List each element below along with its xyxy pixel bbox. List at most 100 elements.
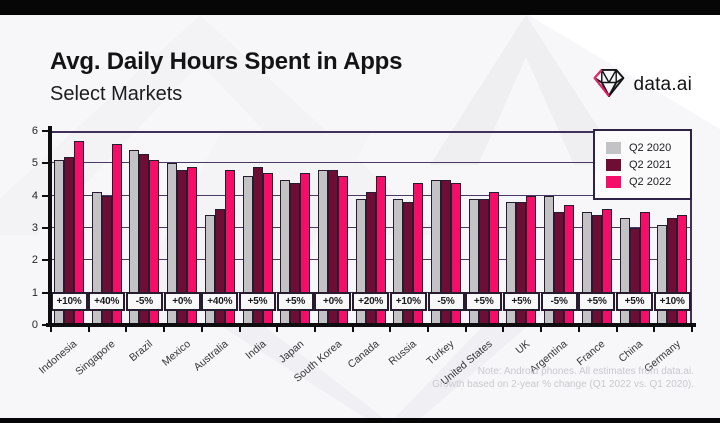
bar-q2-2022 xyxy=(601,208,612,325)
bar-q2-2022 xyxy=(488,192,499,325)
bar-q2-2020 xyxy=(355,198,366,325)
growth-label: +5% xyxy=(239,292,276,311)
x-tick xyxy=(690,327,693,332)
bar-q2-2021 xyxy=(365,192,376,325)
bar-q2-2021 xyxy=(667,218,678,325)
x-tick xyxy=(577,327,580,332)
growth-label: +0% xyxy=(163,292,201,311)
x-tick xyxy=(200,327,203,332)
y-axis-line xyxy=(48,126,52,327)
y-tick-label: 3 xyxy=(31,222,38,234)
y-tick-label: 5 xyxy=(31,157,38,170)
bar-q2-2020 xyxy=(468,198,479,325)
x-tick xyxy=(427,327,429,332)
bar-q2-2021 xyxy=(516,202,527,325)
y-tick-6 xyxy=(42,130,49,132)
y-tick-5 xyxy=(42,162,49,165)
growth-label: -5% xyxy=(427,292,465,311)
y-tick-label: 6 xyxy=(31,125,38,137)
bar-group-indonesia: +10% xyxy=(50,131,88,325)
bar-q2-2022 xyxy=(413,182,424,325)
x-tick xyxy=(502,327,505,332)
legend-swatch xyxy=(606,175,621,188)
bottom-letterbox-band xyxy=(0,418,720,423)
growth-label: +5% xyxy=(465,292,503,311)
growth-label: +20% xyxy=(352,292,390,311)
growth-label: -5% xyxy=(540,292,578,311)
bar-q2-2022 xyxy=(300,173,311,325)
bar-q2-2021 xyxy=(403,202,414,325)
bar-q2-2020 xyxy=(393,198,404,325)
growth-label: +40% xyxy=(201,292,239,311)
x-axis-label: Germany xyxy=(595,334,683,375)
bar-q2-2022 xyxy=(451,182,461,325)
growth-label: +10% xyxy=(50,292,88,311)
top-letterbox-band xyxy=(0,0,720,15)
legend-swatch xyxy=(606,141,621,154)
y-tick-0 xyxy=(42,324,49,326)
y-tick-1 xyxy=(42,291,49,294)
legend-swatch xyxy=(606,158,621,171)
x-tick xyxy=(87,327,90,332)
y-tick-2 xyxy=(42,259,49,262)
x-tick xyxy=(540,327,543,332)
x-tick xyxy=(276,327,279,332)
bar-q2-2020 xyxy=(242,176,253,325)
bar-q2-2020 xyxy=(129,150,140,325)
brand-logo: data.ai xyxy=(591,66,692,104)
bar-q2-2022 xyxy=(639,211,650,325)
x-tick xyxy=(125,327,128,332)
bar-group-singapore: +40% xyxy=(88,131,126,325)
bar-group-france: +5% xyxy=(578,131,616,325)
x-tick xyxy=(351,327,354,332)
growth-label: +5% xyxy=(502,292,540,311)
y-tick-label: 4 xyxy=(31,189,38,202)
growth-label: +10% xyxy=(653,292,691,311)
growth-label: +5% xyxy=(616,292,653,311)
y-tick-label: 1 xyxy=(31,286,38,299)
bar-q2-2020 xyxy=(167,163,178,325)
bar-q2-2020 xyxy=(619,218,630,325)
bar-q2-2022 xyxy=(149,160,160,325)
legend-label: Q2 2022 xyxy=(629,175,672,188)
x-tick xyxy=(464,327,467,332)
bar-q2-2022 xyxy=(526,195,537,325)
bar-q2-2020 xyxy=(544,195,555,325)
x-tick xyxy=(50,327,52,332)
x-tick xyxy=(163,327,166,332)
legend-item-q2-2022: Q2 2022 xyxy=(606,173,690,190)
bar-q2-2021 xyxy=(139,153,150,325)
footnote-line-2: Growth based on 2-year % change (Q1 2022… xyxy=(432,379,694,390)
bar-q2-2021 xyxy=(591,215,602,325)
bar-q2-2020 xyxy=(431,179,441,325)
bar-q2-2021 xyxy=(290,182,301,325)
bar-group-russia: +10% xyxy=(389,131,427,325)
bar-q2-2021 xyxy=(629,228,640,325)
bar-q2-2020 xyxy=(581,211,592,325)
plot-top-border xyxy=(50,131,692,133)
legend-label: Q2 2020 xyxy=(629,141,672,154)
bar-q2-2020 xyxy=(204,215,215,325)
growth-label: +40% xyxy=(88,292,126,311)
plot-right-border xyxy=(690,131,692,325)
x-axis-line xyxy=(46,323,696,327)
bar-group-united-states: +5% xyxy=(465,131,503,325)
bar-q2-2020 xyxy=(54,160,64,325)
bar-group-canada: +20% xyxy=(352,131,390,325)
legend-item-q2-2021: Q2 2021 xyxy=(606,156,690,173)
bar-group-australia: +40% xyxy=(201,131,239,325)
x-tick xyxy=(653,327,656,332)
x-tick xyxy=(615,327,618,332)
bar-q2-2022 xyxy=(337,176,348,325)
bar-q2-2022 xyxy=(111,143,122,325)
bar-group-germany: +10% xyxy=(653,131,691,325)
bar-group-mexico: +0% xyxy=(163,131,201,325)
bar-group-india: +5% xyxy=(239,131,276,325)
header: Avg. Daily Hours Spent in Apps Select Ma… xyxy=(50,48,402,106)
growth-label: +5% xyxy=(578,292,616,311)
y-tick-label: 2 xyxy=(31,254,38,267)
bar-q2-2020 xyxy=(506,202,517,325)
bar-q2-2022 xyxy=(375,176,386,325)
bar-group-argentina: -5% xyxy=(540,131,578,325)
x-tick xyxy=(238,327,241,332)
